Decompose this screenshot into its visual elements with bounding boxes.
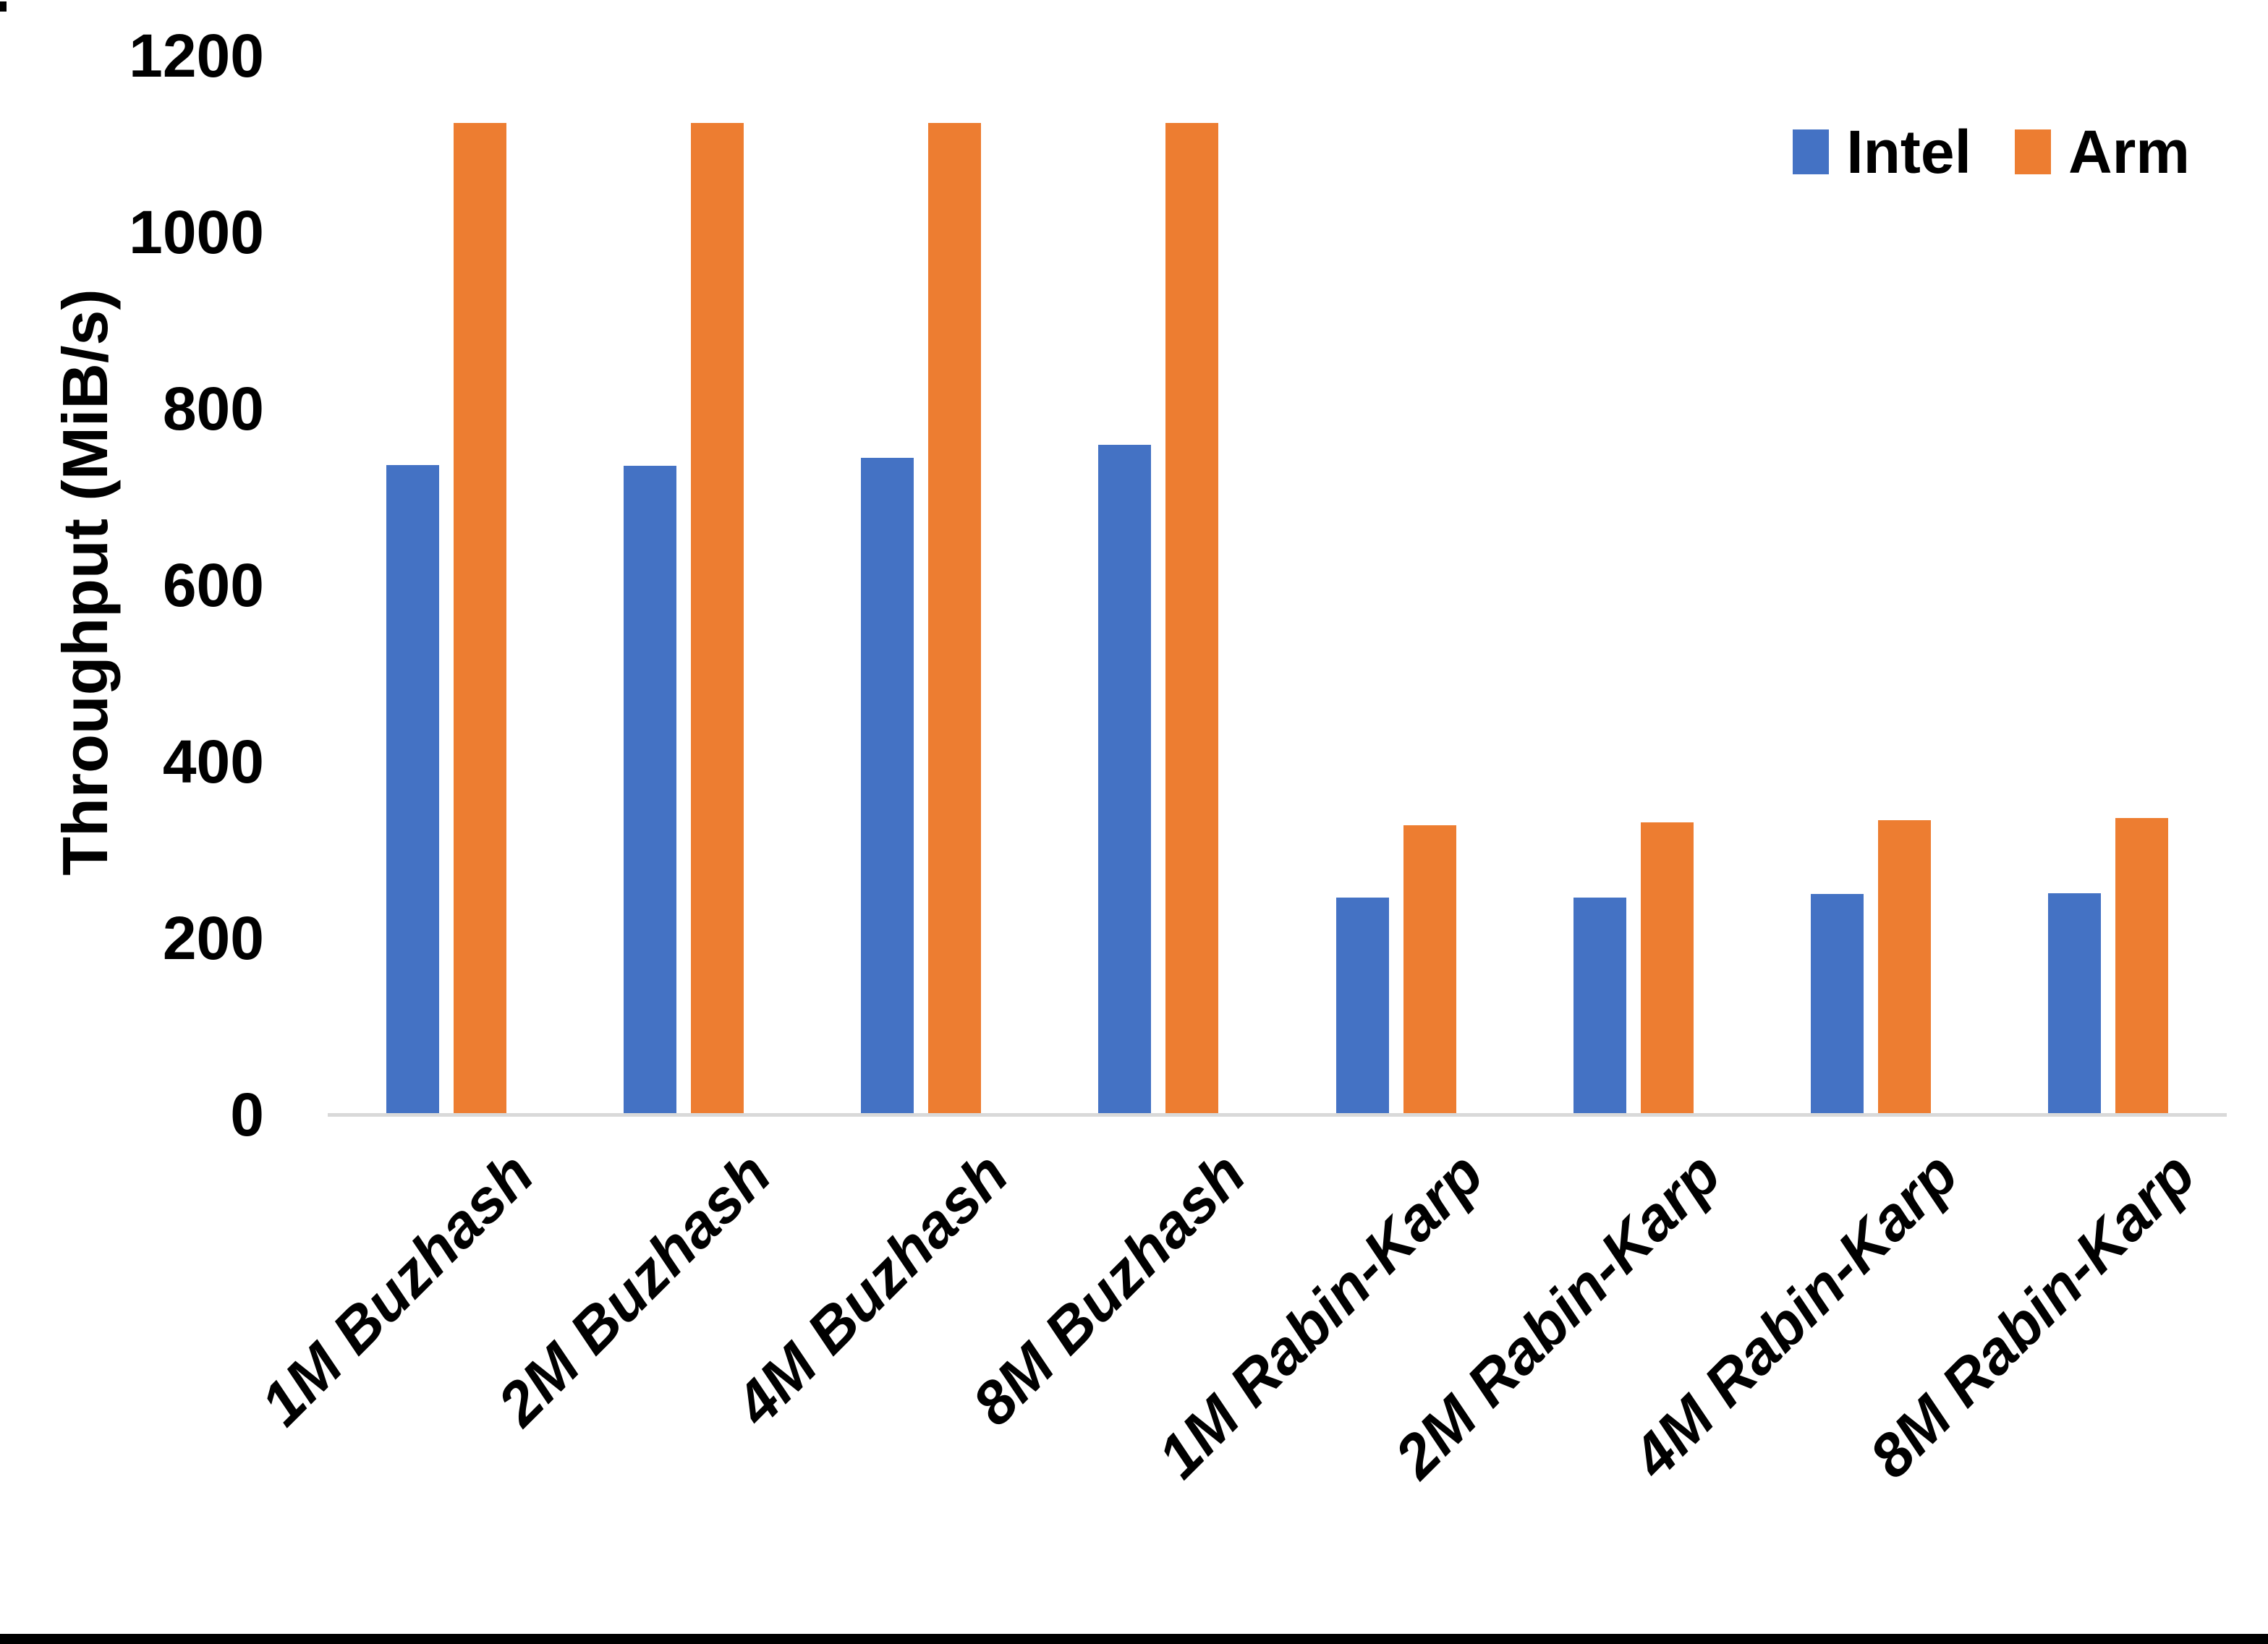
y-tick-label-600: 600 <box>162 551 264 619</box>
arm-series-swatch-icon <box>2014 129 2051 174</box>
bar-intel-8m-rabin-karp <box>2047 893 2101 1115</box>
legend-item-arm: Arm <box>2014 118 2190 186</box>
bar-arm-4m-rabin-karp <box>1877 819 1931 1115</box>
bar-arm-2m-buzhash <box>691 122 744 1115</box>
bar-arm-8m-rabin-karp <box>2115 818 2168 1115</box>
bar-intel-4m-rabin-karp <box>1810 894 1864 1115</box>
y-tick-label-800: 800 <box>162 375 264 443</box>
bar-intel-8m-buzhash <box>1098 445 1152 1115</box>
legend-label-intel: Intel <box>1846 118 1971 186</box>
x-axis-line <box>328 1113 2227 1117</box>
bar-arm-8m-buzhash <box>1165 122 1219 1115</box>
bar-arm-1m-rabin-karp <box>1403 825 1456 1115</box>
legend-label-arm: Arm <box>2068 118 2190 186</box>
legend: Intel Arm <box>1793 122 2190 182</box>
y-tick-label-0: 0 <box>230 1081 264 1149</box>
bar-intel-2m-buzhash <box>624 466 677 1115</box>
y-tick-label-1200: 1200 <box>129 22 264 90</box>
bar-arm-1m-buzhash <box>454 122 507 1115</box>
legend-item-intel: Intel <box>1793 122 1971 182</box>
bar-intel-4m-buzhash <box>861 458 914 1115</box>
bar-intel-1m-rabin-karp <box>1335 897 1389 1115</box>
bar-intel-2m-rabin-karp <box>1573 897 1626 1115</box>
bar-intel-1m-buzhash <box>386 465 440 1115</box>
screen-edge-artifact <box>0 1 7 12</box>
bar-arm-2m-rabin-karp <box>1640 822 1694 1115</box>
y-tick-label-200: 200 <box>162 904 264 972</box>
screenshot-bottom-border <box>0 1634 2268 1644</box>
y-tick-label-400: 400 <box>162 728 264 796</box>
intel-series-swatch-icon <box>1793 129 1830 174</box>
bar-arm-4m-buzhash <box>928 122 982 1115</box>
y-tick-label-1000: 1000 <box>129 198 264 266</box>
